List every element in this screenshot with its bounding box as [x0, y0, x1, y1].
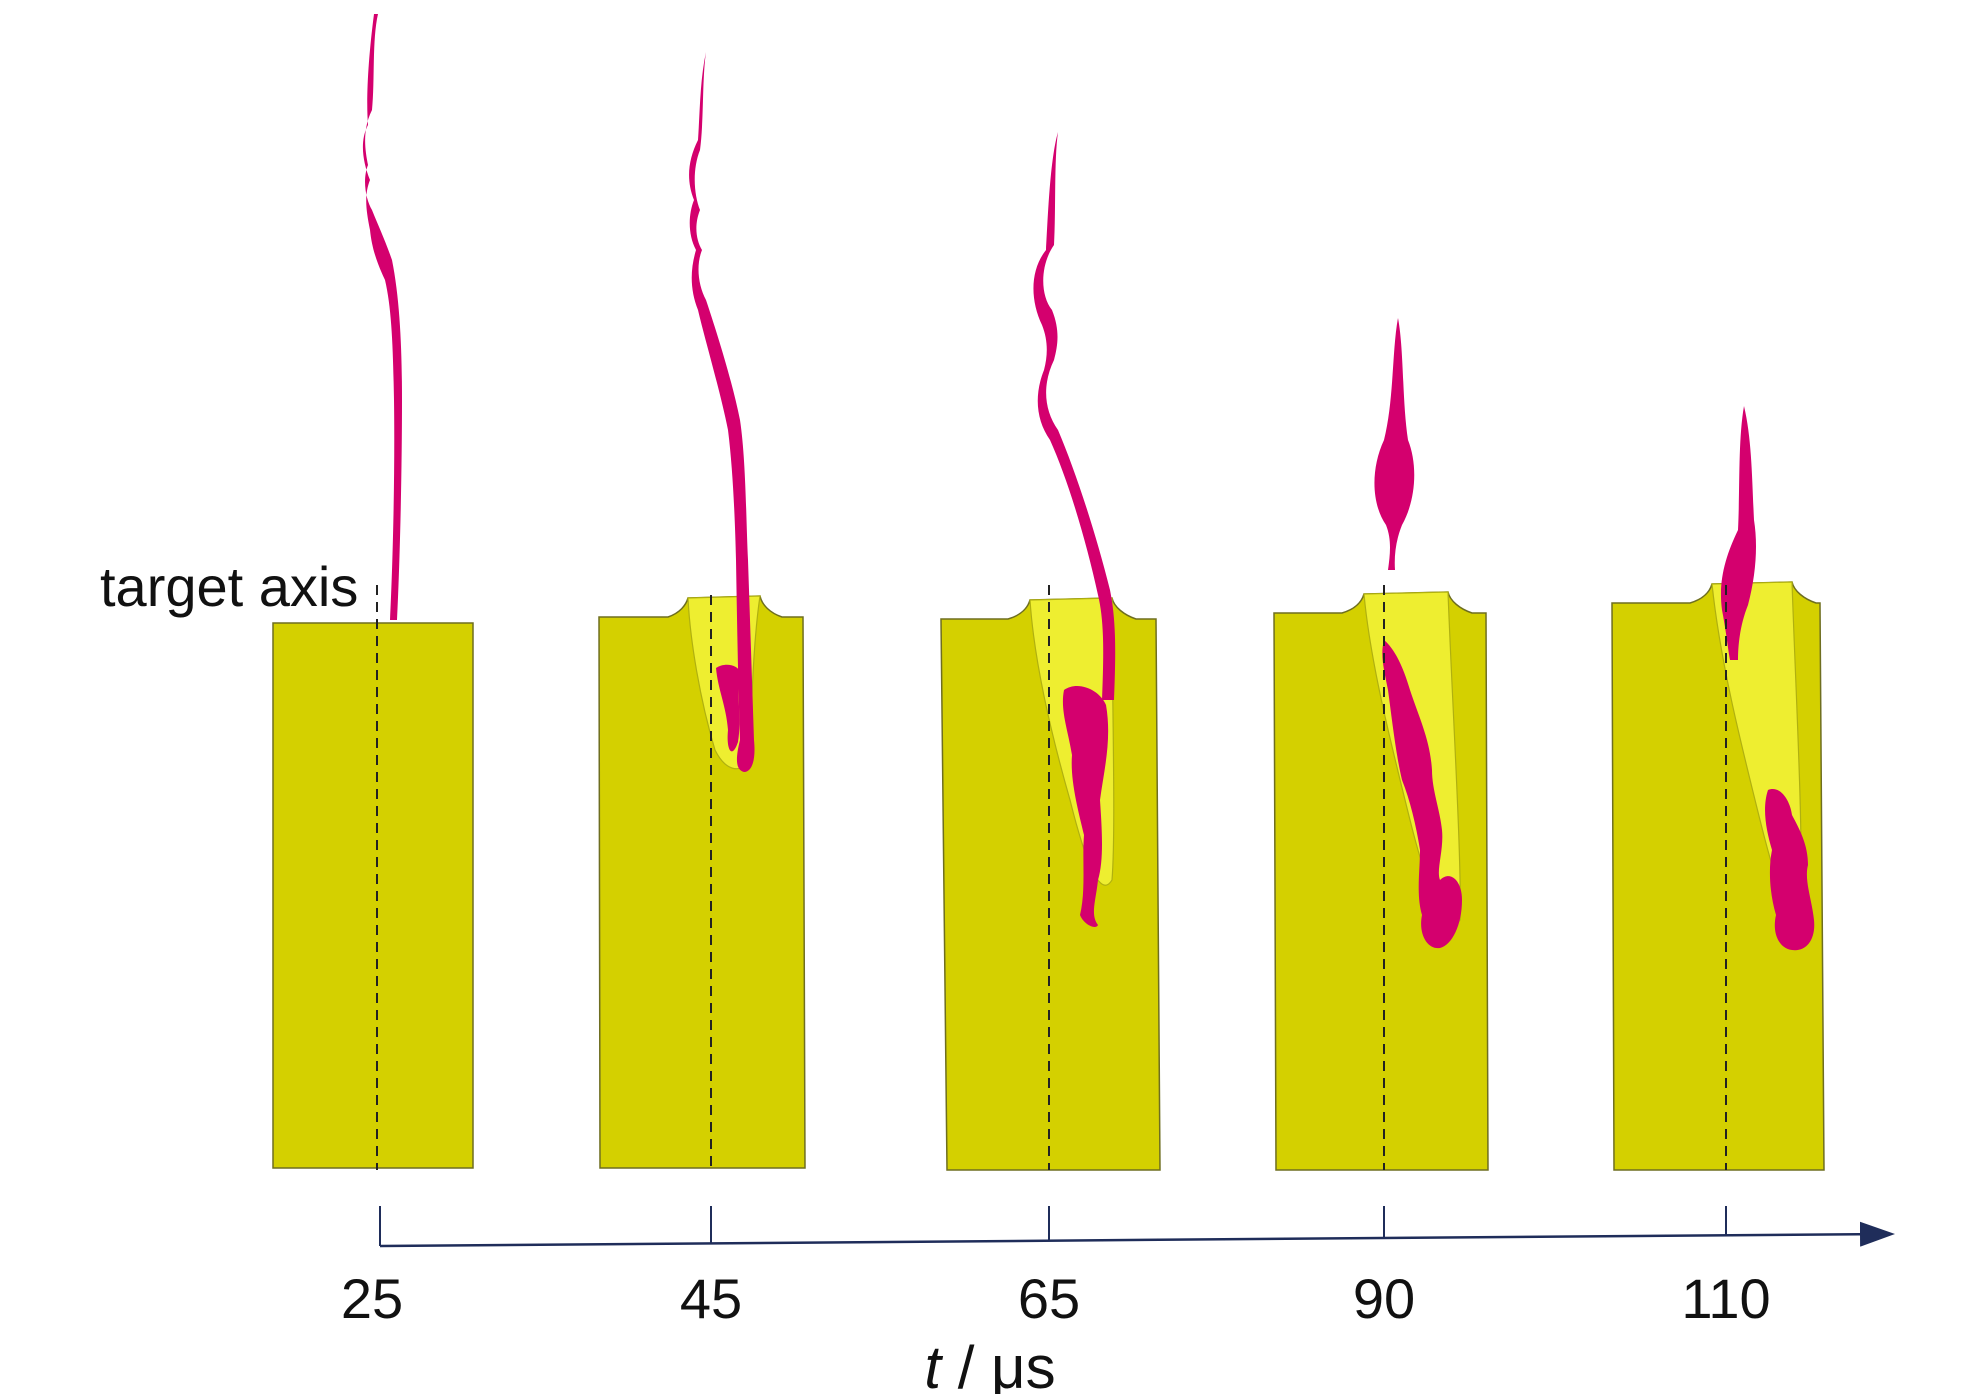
- axis-title: t / μs: [924, 1334, 1055, 1394]
- time-axis: 25 45 65 90 110 t / μs: [341, 1206, 1895, 1394]
- axis-title-unit: μs: [991, 1334, 1056, 1394]
- axis-title-separator: /: [941, 1334, 991, 1394]
- snapshot-panel-90: [1273, 318, 1489, 1171]
- snapshot-panel-110: [1611, 406, 1825, 1171]
- jet: [689, 52, 755, 772]
- jet-fragment: [716, 664, 740, 752]
- jet: [1033, 132, 1116, 700]
- target-block: [272, 622, 474, 1169]
- tick-label: 45: [680, 1267, 742, 1330]
- axis-line: [379, 1221, 1895, 1248]
- snapshot-panel-25: [272, 14, 474, 1170]
- jet-fragment: [1765, 789, 1815, 951]
- tick-label: 65: [1018, 1267, 1080, 1330]
- tick-label: 25: [341, 1267, 403, 1330]
- jet-fragment: [1382, 640, 1462, 949]
- jet: [1720, 406, 1756, 660]
- jet: [362, 14, 402, 620]
- snapshot-panel-45: [598, 52, 806, 1170]
- tick-label: 90: [1353, 1267, 1415, 1330]
- jet: [1374, 318, 1415, 570]
- snapshot-panel-65: [940, 132, 1161, 1171]
- axis-title-variable: t: [924, 1334, 943, 1394]
- tick-label: 110: [1681, 1267, 1770, 1330]
- jet-fragment: [1062, 685, 1109, 927]
- target-axis-label: target axis: [100, 555, 358, 618]
